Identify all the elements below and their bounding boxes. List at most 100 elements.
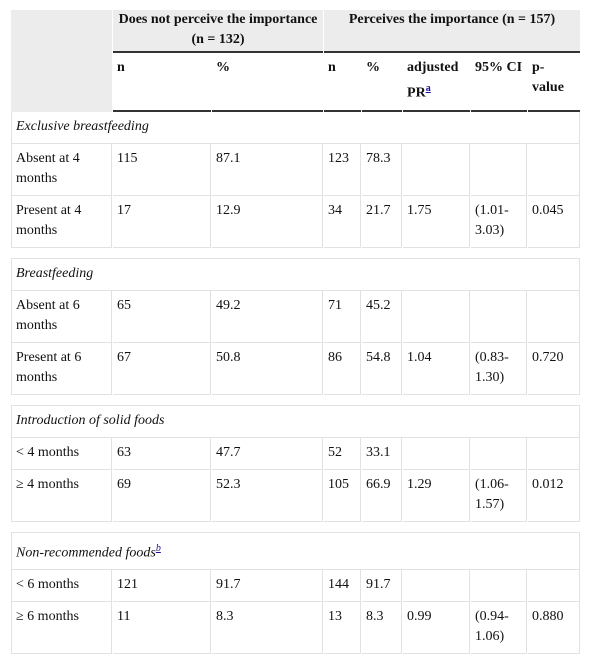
data-cell: (0.83-1.30) [471, 342, 528, 395]
table-body: Exclusive breastfeeding Absent at 4 month… [11, 111, 581, 654]
data-row: ≥ 6 months 11 8.3 13 8.3 0.99 (0.94-1.06) 0.880 [11, 602, 581, 654]
data-cell [403, 570, 471, 603]
data-cell [528, 570, 581, 603]
data-cell [403, 143, 471, 196]
spacer-row [11, 248, 581, 259]
data-cell: 45.2 [362, 290, 403, 343]
data-cell [471, 570, 528, 603]
column-header: n [113, 53, 211, 112]
row-label: ≥ 4 months [11, 469, 112, 522]
footnote-ref: a [426, 81, 431, 94]
data-cell: 11 [113, 602, 211, 654]
section-title-cell: Breastfeeding [11, 258, 581, 291]
column-header-text: % [366, 60, 381, 75]
data-cell: 52 [324, 437, 362, 470]
spacer-cell [11, 395, 581, 406]
data-cell: 67 [113, 342, 211, 395]
data-cell [403, 437, 471, 470]
data-cell: 123 [324, 143, 362, 196]
column-header-text: p-value [532, 60, 564, 95]
data-cell: (1.01-3.03) [471, 195, 528, 248]
section-title: Non-recommended foods [16, 545, 156, 561]
section-title: Breastfeeding [16, 265, 94, 281]
data-cell: 1.75 [403, 195, 471, 248]
row-label: < 6 months [11, 570, 112, 603]
page: {"table": { "column_groups": ["Does not … [11, 10, 581, 654]
footnote-link[interactable]: b [155, 542, 161, 554]
corner-cell [11, 10, 112, 112]
data-row: < 4 months 63 47.7 52 33.1 [11, 437, 581, 470]
footnote-link[interactable]: a [425, 83, 431, 94]
column-header-text: n [328, 60, 336, 75]
column-header-text: adjusted PR [407, 60, 459, 101]
data-row: Absent at 4 months 115 87.1 123 78.3 [11, 143, 581, 196]
section-title-cell: Exclusive breastfeeding [11, 111, 581, 144]
data-cell: (0.94-1.06) [471, 602, 528, 654]
data-row: Absent at 6 months 65 49.2 71 45.2 [11, 290, 581, 343]
data-cell [471, 143, 528, 196]
data-cell: 12.9 [212, 195, 324, 248]
header-group-row: Does not perceive the importance (n = 13… [11, 10, 581, 112]
column-header: adjusted PRa [403, 53, 471, 112]
data-table: Does not perceive the importance (n = 13… [10, 10, 581, 654]
data-cell [528, 290, 581, 343]
data-cell: 0.880 [528, 602, 581, 654]
column-header-text: n [117, 60, 125, 75]
data-cell: 65 [113, 290, 211, 343]
data-cell: 0.99 [403, 602, 471, 654]
data-cell: 1.29 [403, 469, 471, 522]
row-label: Absent at 6 months [11, 290, 112, 343]
data-cell: (1.06-1.57) [471, 469, 528, 522]
data-cell: 86 [324, 342, 362, 395]
column-header-text: % [216, 60, 230, 75]
data-cell [528, 437, 581, 470]
data-cell: 91.7 [362, 570, 403, 603]
data-cell: 8.3 [212, 602, 324, 654]
data-cell: 87.1 [212, 143, 324, 196]
column-header: p-value [528, 53, 581, 112]
data-cell: 0.720 [528, 342, 581, 395]
table-header: Does not perceive the importance (n = 13… [11, 10, 581, 112]
column-header-text: 95% CI [475, 60, 523, 75]
data-row: Present at 4 months 17 12.9 34 21.7 1.75 (1.01… [11, 195, 581, 248]
data-cell: 34 [324, 195, 362, 248]
data-cell: 13 [324, 602, 362, 654]
column-header: % [212, 53, 324, 112]
data-cell: 52.3 [212, 469, 324, 522]
data-cell: 49.2 [212, 290, 324, 343]
data-cell: 66.9 [362, 469, 403, 522]
data-cell: 78.3 [362, 143, 403, 196]
spacer-row [11, 522, 581, 533]
data-cell: 50.8 [212, 342, 324, 395]
column-header: 95% CI [471, 53, 528, 112]
data-cell: 115 [113, 143, 211, 196]
spacer-row [11, 395, 581, 406]
section-title-cell: Non-recommended foodsb [11, 532, 581, 571]
data-cell: 144 [324, 570, 362, 603]
data-cell: 21.7 [362, 195, 403, 248]
data-cell: 1.04 [403, 342, 471, 395]
data-cell [471, 437, 528, 470]
section-row: Breastfeeding [11, 258, 581, 291]
data-cell: 17 [113, 195, 211, 248]
section-row: Exclusive breastfeeding [11, 111, 581, 144]
row-label: Present at 4 months [11, 195, 112, 248]
section-title-cell: Introduction of solid foods [11, 405, 581, 438]
data-cell [471, 290, 528, 343]
data-cell [528, 143, 581, 196]
data-row: < 6 months 121 91.7 144 91.7 [11, 570, 581, 603]
data-cell: 0.045 [528, 195, 581, 248]
data-row: ≥ 4 months 69 52.3 105 66.9 1.29 (1.06-1.57) 0.… [11, 469, 581, 522]
data-cell: 33.1 [362, 437, 403, 470]
data-cell: 71 [324, 290, 362, 343]
section-row: Non-recommended foodsb [11, 532, 581, 571]
column-header: n [324, 53, 362, 112]
data-cell [403, 290, 471, 343]
data-cell: 121 [113, 570, 211, 603]
data-cell: 0.012 [528, 469, 581, 522]
column-group-header: Perceives the importance (n = 157) [324, 10, 581, 53]
column-group-header: Does not perceive the importance (n = 13… [113, 10, 324, 53]
row-label: Absent at 4 months [11, 143, 112, 196]
data-cell: 69 [113, 469, 211, 522]
data-cell: 63 [113, 437, 211, 470]
